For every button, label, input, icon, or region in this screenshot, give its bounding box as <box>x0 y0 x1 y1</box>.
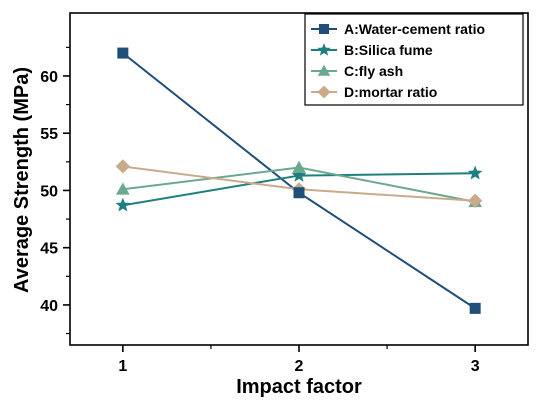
data-point-c-fly-ash <box>292 160 306 173</box>
legend: A:Water-cement ratio B:Silica fume C:fly a… <box>304 13 524 106</box>
y-tick-label: 60 <box>40 69 58 86</box>
y-tick-label: 45 <box>40 241 58 258</box>
data-point-a-water-cement-ratio <box>293 187 305 199</box>
legend-marker <box>317 85 331 99</box>
y-axis-title: Average Strength (MPa) <box>11 67 33 293</box>
data-point-a-water-cement-ratio <box>117 47 129 59</box>
series-markers <box>115 47 483 314</box>
x-tick-label: 1 <box>118 358 127 375</box>
legend-marker <box>317 64 331 76</box>
legend-label: C:fly ash <box>344 63 403 79</box>
data-point-b-silica-fume <box>467 165 483 180</box>
legend-label: B:Silica fume <box>344 42 433 58</box>
legend-items: A:Water-cement ratio B:Silica fume C:fly a… <box>311 21 485 100</box>
data-point-a-water-cement-ratio <box>469 302 481 314</box>
axis-ticks: 1 2 3 40 45 50 55 60 <box>40 46 480 375</box>
data-point-b-silica-fume <box>115 197 131 212</box>
x-tick-label: 2 <box>295 358 304 375</box>
x-axis-title: Impact factor <box>236 376 362 398</box>
data-point-b-silica-fume <box>291 167 307 182</box>
y-tick-label: 55 <box>40 126 58 143</box>
legend-marker <box>319 24 329 34</box>
y-tick-label: 40 <box>40 298 58 315</box>
legend-box <box>304 13 524 106</box>
legend-label: A:Water-cement ratio <box>344 21 485 37</box>
legend-label: D:mortar ratio <box>344 84 437 100</box>
legend-marker <box>317 43 331 56</box>
x-tick-label: 3 <box>471 358 480 375</box>
y-tick-label: 50 <box>40 183 58 200</box>
data-point-d-mortar-ratio <box>468 193 483 208</box>
data-point-d-mortar-ratio <box>115 159 130 174</box>
data-point-c-fly-ash <box>116 182 130 195</box>
